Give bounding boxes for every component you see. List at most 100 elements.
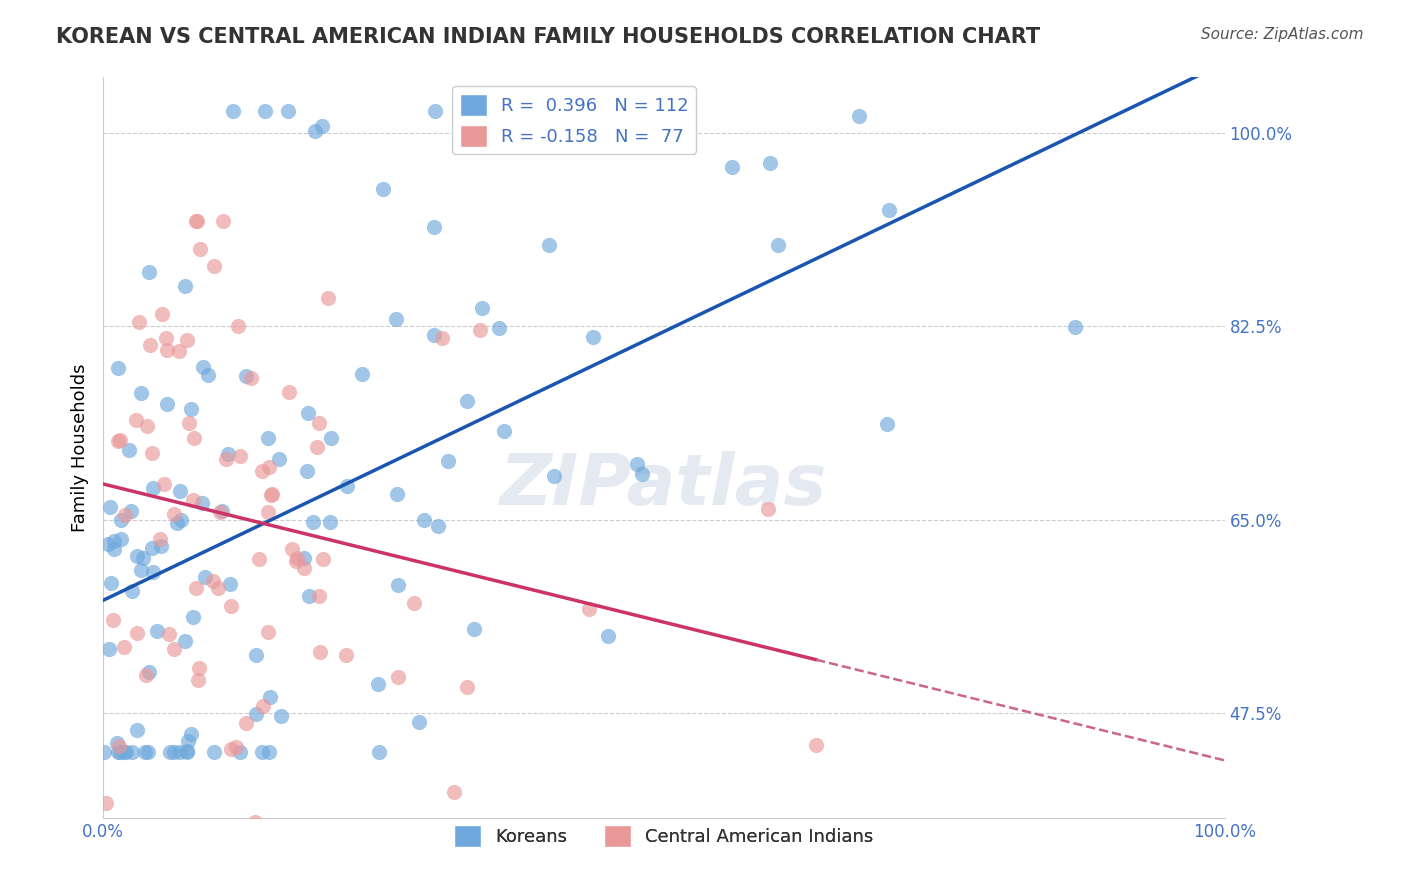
Point bbox=[112, 745, 135, 759]
Point bbox=[437, 454, 460, 468]
Point bbox=[298, 589, 321, 603]
Point bbox=[118, 443, 141, 458]
Point bbox=[804, 738, 827, 752]
Point bbox=[120, 503, 142, 517]
Point bbox=[284, 554, 307, 568]
Point bbox=[626, 457, 648, 471]
Point bbox=[256, 624, 278, 639]
Point bbox=[297, 464, 319, 478]
Point bbox=[186, 582, 208, 596]
Point bbox=[187, 661, 209, 675]
Point bbox=[217, 447, 239, 461]
Point bbox=[240, 370, 263, 384]
Point bbox=[186, 214, 208, 228]
Point bbox=[247, 552, 270, 566]
Point bbox=[245, 648, 267, 662]
Point bbox=[163, 508, 186, 522]
Point bbox=[287, 551, 309, 566]
Point bbox=[443, 785, 465, 799]
Point bbox=[309, 645, 332, 659]
Point bbox=[876, 417, 898, 431]
Point bbox=[423, 103, 446, 118]
Point bbox=[302, 515, 325, 529]
Point bbox=[582, 329, 605, 343]
Point bbox=[768, 238, 790, 252]
Point bbox=[308, 589, 330, 603]
Point bbox=[422, 328, 444, 343]
Point bbox=[270, 708, 292, 723]
Point bbox=[180, 726, 202, 740]
Point bbox=[103, 542, 125, 557]
Y-axis label: Family Households: Family Households bbox=[72, 364, 89, 533]
Text: ZIPatlas: ZIPatlas bbox=[501, 450, 828, 519]
Point bbox=[219, 599, 242, 613]
Point bbox=[308, 417, 330, 431]
Point bbox=[262, 487, 284, 501]
Point bbox=[225, 740, 247, 755]
Point bbox=[387, 670, 409, 684]
Point bbox=[169, 513, 191, 527]
Point bbox=[125, 626, 148, 640]
Point bbox=[468, 323, 491, 337]
Point bbox=[202, 745, 225, 759]
Point bbox=[319, 515, 342, 529]
Point bbox=[848, 109, 870, 123]
Point bbox=[181, 610, 204, 624]
Point bbox=[235, 368, 257, 383]
Point bbox=[94, 796, 117, 810]
Point bbox=[155, 331, 177, 345]
Point bbox=[243, 814, 266, 829]
Point bbox=[202, 260, 225, 274]
Point bbox=[235, 715, 257, 730]
Point bbox=[411, 845, 433, 859]
Point bbox=[191, 360, 214, 375]
Legend: Koreans, Central American Indians: Koreans, Central American Indians bbox=[447, 817, 880, 854]
Point bbox=[368, 745, 391, 759]
Point bbox=[385, 311, 408, 326]
Point bbox=[492, 424, 515, 438]
Point bbox=[136, 745, 159, 759]
Point bbox=[197, 368, 219, 382]
Point bbox=[176, 334, 198, 348]
Point bbox=[423, 219, 446, 234]
Point bbox=[156, 343, 179, 357]
Point bbox=[103, 533, 125, 548]
Point bbox=[163, 745, 186, 759]
Point bbox=[292, 561, 315, 575]
Point bbox=[877, 203, 900, 218]
Point bbox=[134, 745, 156, 759]
Point bbox=[209, 505, 232, 519]
Point bbox=[177, 734, 200, 748]
Point bbox=[456, 680, 478, 694]
Point bbox=[93, 745, 115, 759]
Point bbox=[121, 745, 143, 759]
Point bbox=[110, 513, 132, 527]
Point bbox=[115, 745, 138, 759]
Point bbox=[471, 301, 494, 315]
Point bbox=[173, 279, 195, 293]
Point bbox=[166, 516, 188, 531]
Point bbox=[177, 416, 200, 430]
Point bbox=[125, 549, 148, 564]
Point bbox=[1064, 320, 1087, 334]
Point bbox=[188, 243, 211, 257]
Point bbox=[211, 504, 233, 518]
Point bbox=[297, 406, 319, 420]
Point bbox=[212, 214, 235, 228]
Point bbox=[721, 160, 744, 174]
Point bbox=[538, 237, 561, 252]
Point bbox=[598, 629, 620, 643]
Point bbox=[98, 500, 121, 515]
Point bbox=[183, 431, 205, 445]
Point bbox=[257, 505, 280, 519]
Point bbox=[150, 539, 173, 553]
Point bbox=[304, 123, 326, 137]
Point bbox=[413, 513, 436, 527]
Point bbox=[387, 578, 409, 592]
Point bbox=[194, 570, 217, 584]
Point bbox=[131, 551, 153, 566]
Point bbox=[226, 318, 249, 333]
Text: KOREAN VS CENTRAL AMERICAN INDIAN FAMILY HOUSEHOLDS CORRELATION CHART: KOREAN VS CENTRAL AMERICAN INDIAN FAMILY… bbox=[56, 27, 1040, 46]
Point bbox=[141, 446, 163, 460]
Point bbox=[630, 467, 652, 481]
